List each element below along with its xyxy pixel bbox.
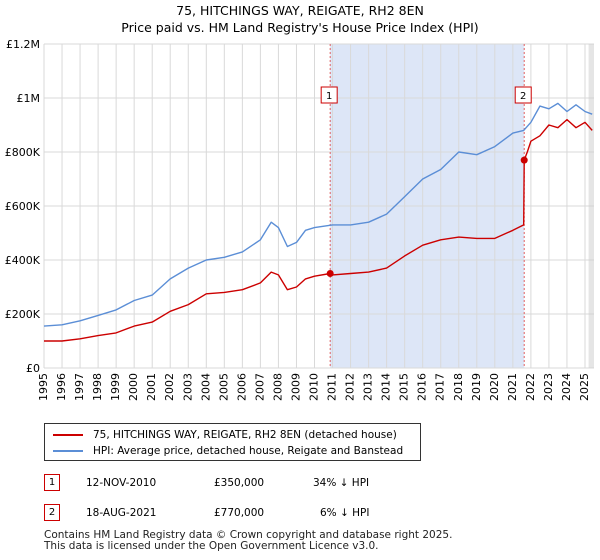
legend-label-hpi: HPI: Average price, detached house, Reig…	[93, 445, 404, 457]
x-tick-label: 2007	[253, 373, 266, 401]
x-tick-label: 2018	[452, 373, 465, 401]
sale-point-2	[520, 156, 528, 164]
legend-swatch-property	[53, 434, 83, 436]
transaction-price-2: £770,000	[214, 507, 265, 519]
y-tick-label: £1M	[17, 92, 41, 105]
transaction-badge-2: 2	[44, 504, 60, 521]
y-tick-label: £600K	[5, 200, 41, 213]
y-tick-label: £800K	[5, 146, 41, 159]
x-tick-label: 1996	[55, 373, 68, 401]
x-tick-label: 2022	[524, 373, 537, 401]
transaction-date-1: 12-NOV-2010	[86, 477, 157, 489]
transaction-row-2: 2 18-AUG-2021 £770,000 6% ↓ HPI	[44, 504, 444, 522]
x-tick-label: 2015	[398, 373, 411, 401]
marker-label-1: 1	[326, 91, 332, 102]
price-chart: £0 £200K £400K £600K £800K £1M £1.2M 1995 1996 19…	[5, 38, 594, 401]
x-tick-label: 2016	[416, 373, 429, 401]
footer-line-2: This data is licensed under the Open Gov…	[44, 540, 379, 552]
x-tick-label: 2013	[362, 373, 375, 401]
y-tick-label: £400K	[5, 254, 41, 267]
transaction-date-2: 18-AUG-2021	[86, 507, 157, 519]
legend-swatch-hpi	[53, 450, 83, 452]
x-tick-label: 2019	[470, 373, 483, 401]
footer-line-1: Contains HM Land Registry data © Crown c…	[44, 529, 453, 541]
x-tick-label: 2003	[181, 373, 194, 401]
x-tick-label: 1997	[73, 373, 86, 401]
y-tick-label: £0	[26, 362, 40, 375]
x-tick-label: 2020	[488, 373, 501, 401]
legend-entry-hpi: HPI: Average price, detached house, Reig…	[53, 443, 403, 459]
x-tick-label: 2024	[560, 373, 573, 401]
x-tick-label: 2011	[326, 373, 339, 401]
x-tick-label: 2001	[145, 373, 158, 401]
x-tick-label: 2002	[163, 373, 176, 401]
x-tick-label: 2021	[506, 373, 519, 401]
x-tick-label: 2005	[217, 373, 230, 401]
x-tick-label: 2025	[578, 373, 591, 401]
series-line-property	[44, 118, 593, 342]
x-tick-label: 2000	[127, 373, 140, 401]
x-tick-label: 2009	[289, 373, 302, 401]
future-hatch-region	[588, 44, 594, 368]
x-tick-label: 1999	[109, 373, 122, 401]
x-tick-label: 1995	[37, 373, 50, 401]
x-tick-label: 2017	[434, 373, 447, 401]
transaction-row-1: 1 12-NOV-2010 £350,000 34% ↓ HPI	[44, 474, 444, 492]
legend-label-property: 75, HITCHINGS WAY, REIGATE, RH2 8EN (det…	[93, 429, 397, 441]
series-line-hpi	[43, 102, 593, 327]
transaction-diff-1: 34% ↓ HPI	[313, 477, 370, 489]
x-tick-label: 2008	[271, 373, 284, 401]
x-tick-label: 2006	[235, 373, 248, 401]
y-tick-label: £1.2M	[6, 38, 40, 51]
x-tick-label: 2014	[380, 373, 393, 401]
x-tick-label: 1998	[91, 373, 104, 401]
x-tick-label: 2012	[344, 373, 357, 401]
legend-entry-property: 75, HITCHINGS WAY, REIGATE, RH2 8EN (det…	[53, 427, 397, 443]
marker-box-2	[514, 86, 532, 104]
chart-legend: 75, HITCHINGS WAY, REIGATE, RH2 8EN (det…	[44, 423, 421, 461]
marker-label-2: 2	[520, 91, 526, 102]
transaction-diff-2: 6% ↓ HPI	[320, 507, 370, 519]
transaction-price-1: £350,000	[214, 477, 265, 489]
chart-subtitle: Price paid vs. HM Land Registry's House …	[121, 20, 479, 35]
x-tick-label: 2004	[199, 373, 212, 401]
footer-attribution: Contains HM Land Registry data © Crown c…	[44, 530, 452, 552]
x-tick-label: 2023	[542, 373, 555, 401]
marker-box-1	[320, 86, 338, 104]
y-tick-label: £200K	[5, 308, 41, 321]
transaction-badge-1: 1	[44, 474, 60, 491]
chart-title: 75, HITCHINGS WAY, REIGATE, RH2 8EN	[176, 3, 424, 18]
x-tick-label: 2010	[307, 373, 320, 401]
sale-point-1	[326, 270, 334, 277]
